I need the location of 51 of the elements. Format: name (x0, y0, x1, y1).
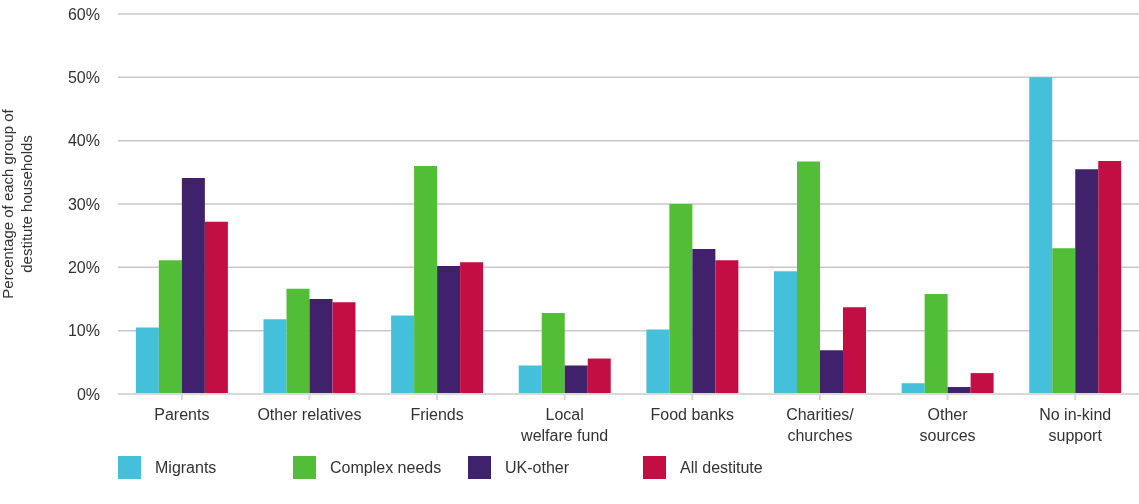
bar (564, 365, 588, 394)
y-tick-label: 40% (67, 132, 100, 150)
y-tick-label: 50% (67, 69, 100, 87)
bar (414, 166, 438, 394)
x-tick-label: Friends (410, 406, 464, 423)
bar (1075, 169, 1099, 394)
bar (715, 260, 739, 394)
x-tick-label: Other relatives (257, 406, 362, 423)
bar (924, 293, 948, 394)
bar (158, 260, 182, 394)
bar (773, 271, 797, 394)
y-tick-label: 30% (67, 195, 100, 213)
legend-label: Migrants (155, 458, 217, 477)
bar (1052, 248, 1076, 394)
y-tick-label: 60% (67, 5, 100, 23)
bar (518, 365, 542, 394)
bar (669, 204, 693, 394)
legend-label: All destitute (680, 458, 763, 477)
bar (135, 327, 159, 394)
bar (460, 262, 484, 394)
bar (796, 161, 820, 394)
bar (181, 178, 205, 394)
bar (541, 312, 565, 394)
bar (263, 319, 287, 394)
bar (970, 373, 994, 394)
x-tick-label: Parents (154, 406, 210, 423)
y-tick-label: 20% (67, 259, 100, 277)
x-tick-label: No in-kind support (1039, 406, 1112, 444)
bar (286, 288, 310, 394)
y-tick-label: 0% (76, 385, 100, 403)
bar (1029, 77, 1053, 394)
x-tick-label: Food banks (650, 406, 735, 423)
bar (692, 248, 716, 394)
legend-label: UK-other (505, 458, 570, 477)
bar (204, 221, 228, 394)
bar (901, 383, 925, 394)
bar (819, 350, 843, 394)
x-tick-label: Other sources (919, 406, 976, 444)
bar (309, 299, 333, 394)
x-tick-label: Charities/ churches (786, 406, 855, 444)
bar (587, 358, 611, 394)
bar (646, 329, 670, 394)
x-tick-label: Local welfare fund (520, 406, 609, 444)
y-axis-title: Percentage of each group of destitute households (0, 108, 35, 299)
bar (842, 307, 866, 394)
bar (437, 266, 461, 394)
bar (1098, 160, 1122, 394)
bar (332, 302, 356, 394)
y-tick-label: 10% (67, 322, 100, 340)
bar (391, 315, 415, 394)
legend-label: Complex needs (330, 458, 442, 477)
